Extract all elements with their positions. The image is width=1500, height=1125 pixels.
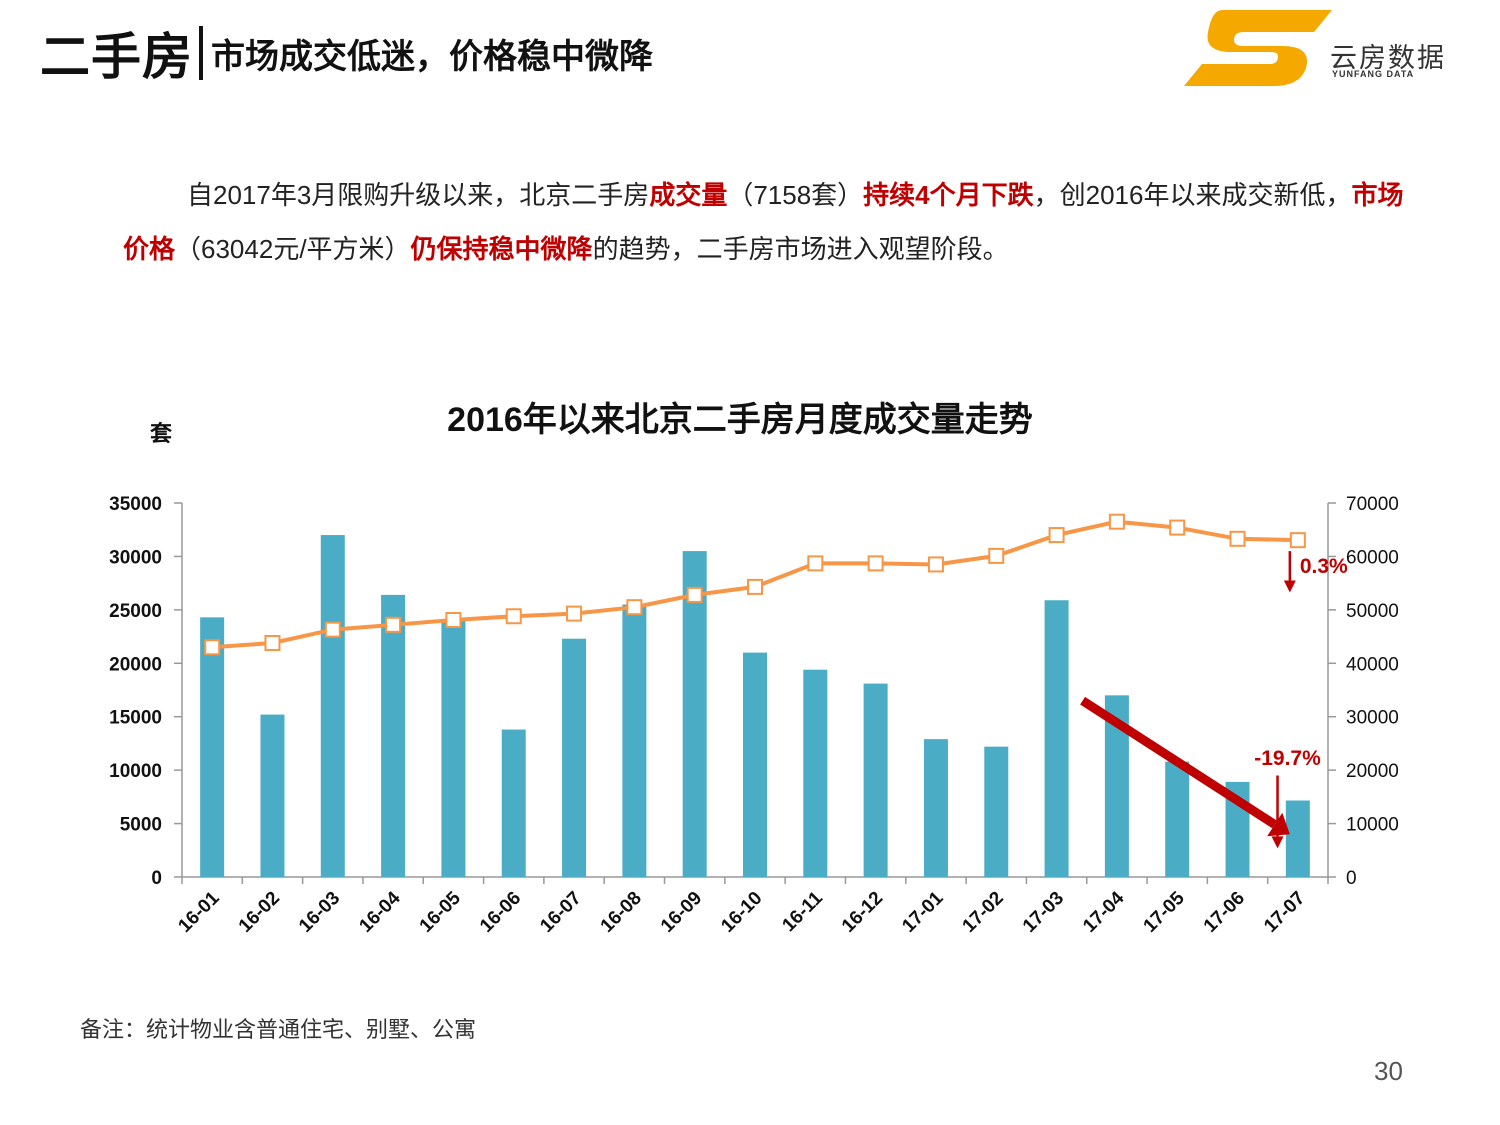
summary-part-4: （63042元/平方米）: [175, 234, 411, 264]
price-point: [747, 578, 763, 595]
x-tick-label: 17-03: [1019, 888, 1068, 937]
volume-down-arrowhead: [1271, 836, 1284, 849]
yunfang-logo-icon: [1184, 10, 1332, 86]
summary-highlight-2: 持续4个月下跌: [863, 180, 1034, 210]
volume-bar: [562, 638, 587, 877]
price-point: [1229, 530, 1246, 547]
price-point: [385, 616, 402, 633]
summary-highlight-1: 成交量: [649, 180, 728, 210]
x-tick-label: 16-01: [174, 887, 224, 937]
x-tick-label: 16-04: [355, 887, 405, 937]
price-point: [1169, 519, 1186, 536]
x-tick-label: 16-09: [657, 888, 706, 937]
price-point: [1289, 532, 1306, 549]
volume-bar: [803, 669, 828, 877]
volume-bar: [501, 729, 526, 877]
x-tick-label: 16-05: [416, 887, 466, 937]
volume-bar: [320, 535, 345, 877]
volume-price-chart: 0 5000 10000 15000 20000 25000 30000 35000 0 1000…: [109, 494, 1399, 937]
volume-bar: [1044, 600, 1069, 877]
left-tick-label: 30000: [109, 547, 162, 568]
price-point: [324, 621, 341, 638]
left-tick-label: 20000: [109, 654, 162, 675]
price-point: [686, 586, 703, 603]
x-tick-label: 16-11: [778, 887, 827, 936]
x-tick-label: 17-02: [959, 888, 1008, 937]
x-tick-label: 16-10: [717, 888, 766, 937]
left-axis-unit: 套: [150, 421, 173, 446]
right-tick-label: 30000: [1346, 708, 1399, 729]
volume-bar: [381, 594, 406, 877]
summary-highlight-3: 市场价格: [123, 180, 1404, 264]
x-tick-label: 16-06: [476, 888, 525, 937]
page-number: 30: [1374, 1056, 1403, 1086]
summary-part-1: 自2017年3月限购升级以来，北京二手房: [187, 180, 650, 210]
x-tick-label: 16-03: [295, 888, 344, 937]
price-change-label: 0.3%: [1300, 555, 1348, 578]
left-tick-label: 35000: [109, 494, 162, 515]
right-tick-label: 60000: [1346, 547, 1399, 568]
volume-bar: [682, 551, 707, 877]
logo-text: 云房数据: [1330, 43, 1446, 73]
right-tick-label: 70000: [1346, 494, 1399, 515]
left-tick-label: 15000: [109, 708, 162, 729]
price-point: [807, 555, 824, 572]
right-tick-label: 20000: [1346, 761, 1399, 782]
volume-bar: [260, 714, 285, 877]
summary-part-2: （7158套）: [727, 180, 864, 210]
x-tick-label: 17-07: [1260, 888, 1309, 937]
page-title: 二手房: [40, 29, 193, 85]
summary-part-5: 的趋势，二手房市场进入观望阶段。: [592, 234, 1009, 264]
volume-bar: [984, 746, 1009, 877]
price-point: [867, 555, 884, 572]
volume-bar: [441, 620, 466, 877]
x-tick-label: 16-07: [536, 888, 585, 937]
logo-subtext: YUNFANG DATA: [1332, 69, 1415, 79]
left-tick-label: 5000: [120, 815, 162, 836]
price-down-arrowhead: [1283, 580, 1296, 593]
x-tick-label: 16-02: [235, 888, 284, 937]
page-subtitle: 市场成交低迷，价格稳中微降: [211, 37, 653, 76]
footnote: 备注：统计物业含普通住宅、别墅、公寓: [80, 1017, 477, 1042]
summary-part-3: ，创2016年以来成交新低，: [1033, 180, 1352, 210]
volume-bar: [200, 617, 225, 877]
price-point: [988, 547, 1005, 564]
title-divider: [199, 26, 203, 80]
volume-bar: [622, 604, 647, 877]
price-point: [1048, 527, 1065, 544]
volume-bar: [1165, 761, 1190, 877]
price-point: [626, 599, 643, 616]
x-tick-label: 17-06: [1200, 888, 1249, 937]
volume-trend-arrow: [1080, 696, 1278, 829]
volume-bar: [1285, 800, 1310, 877]
x-tick-label: 16-08: [597, 888, 646, 937]
left-tick-label: 0: [151, 868, 162, 889]
x-tick-label: 17-01: [898, 887, 948, 937]
right-tick-label: 10000: [1346, 815, 1399, 836]
x-tick-label: 17-05: [1140, 887, 1190, 937]
left-tick-label: 25000: [109, 601, 162, 622]
chart-title: 2016年以来北京二手房月度成交量走势: [447, 401, 1033, 439]
price-point: [264, 634, 281, 651]
summary-text: 自2017年3月限购升级以来，北京二手房成交量（7158套）持续4个月下跌，创2…: [123, 168, 1423, 276]
right-tick-label: 0: [1346, 868, 1357, 889]
price-point: [204, 639, 221, 656]
price-point: [927, 556, 944, 573]
volume-bar: [743, 652, 767, 877]
left-tick-label: 10000: [109, 761, 162, 782]
right-tick-label: 50000: [1346, 601, 1399, 622]
x-tick-label: 17-04: [1079, 887, 1129, 937]
right-tick-label: 40000: [1346, 654, 1399, 675]
price-point: [566, 605, 583, 622]
x-tick-label: 16-12: [838, 888, 887, 937]
volume-change-label: -19.7%: [1254, 747, 1321, 770]
price-point: [505, 608, 522, 625]
page-header: 二手房 市场成交低迷，价格稳中微降: [40, 22, 653, 85]
summary-highlight-4: 仍保持稳中微降: [410, 234, 593, 264]
volume-bar: [863, 683, 888, 877]
volume-bar: [923, 739, 948, 877]
price-point: [1108, 513, 1125, 530]
price-point: [445, 612, 462, 629]
